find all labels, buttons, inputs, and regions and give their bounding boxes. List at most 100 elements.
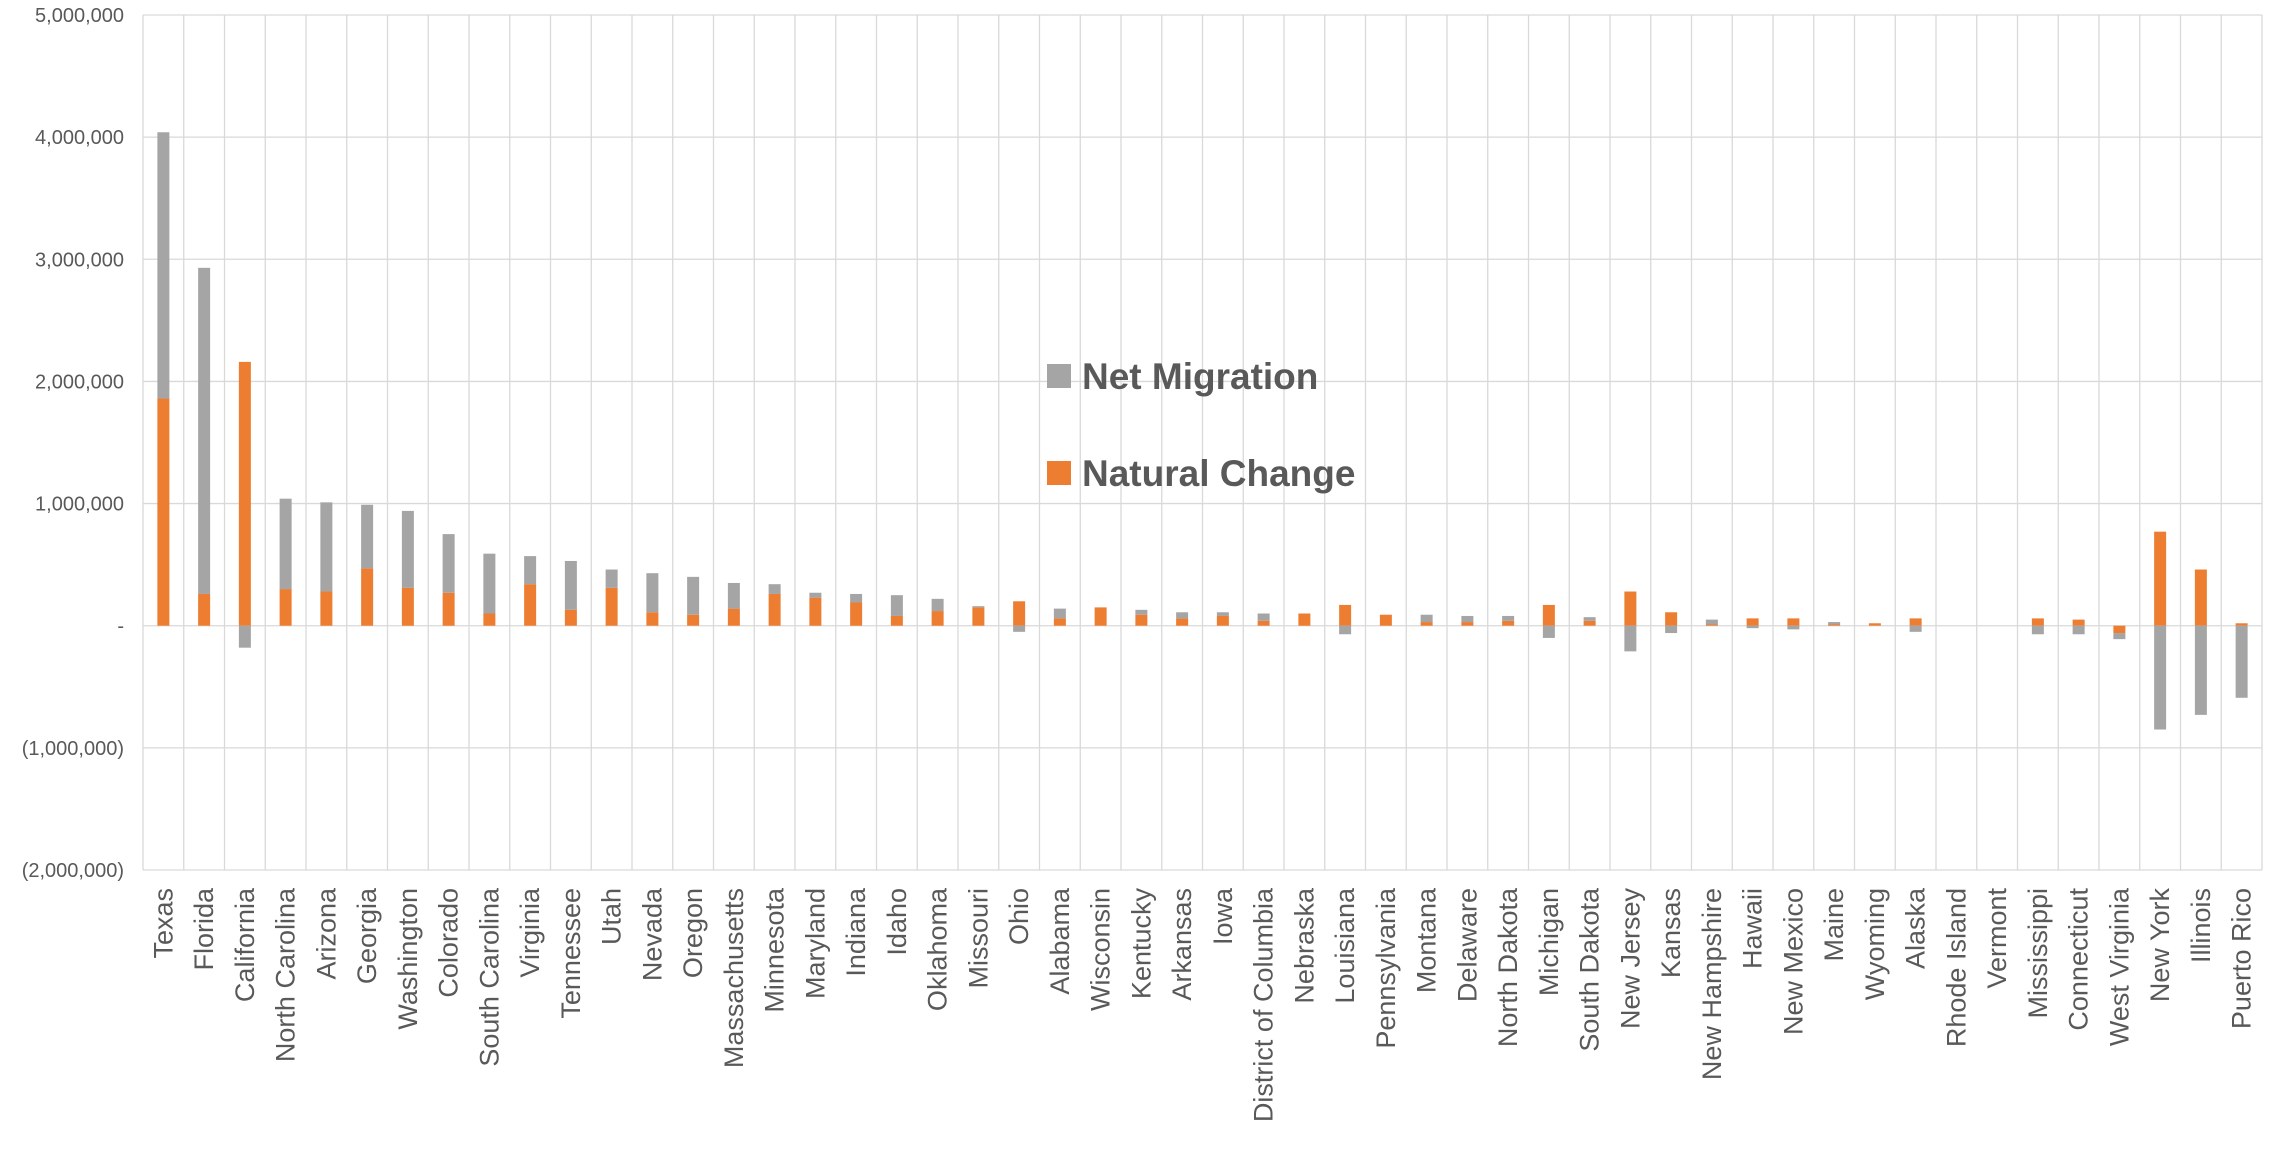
x-tick-label: Iowa <box>1208 887 1238 945</box>
bar-net-migration <box>1176 612 1189 619</box>
x-tick-label: North Dakota <box>1493 887 1523 1047</box>
bar-net-migration <box>1828 622 1841 625</box>
bar-natural-change <box>972 607 985 626</box>
bar-net-migration <box>1216 612 1229 616</box>
bar-net-migration <box>646 573 659 613</box>
y-tick-label: 1,000,000 <box>35 494 124 516</box>
x-tick-label: Idaho <box>882 888 912 956</box>
bar-natural-change <box>564 609 577 626</box>
x-tick-label: Massachusetts <box>719 888 749 1068</box>
bar-net-migration <box>972 606 985 608</box>
bar-natural-change <box>890 615 903 626</box>
bar-natural-change <box>727 608 740 626</box>
y-tick-label: 3,000,000 <box>35 249 124 271</box>
bar-net-migration <box>157 132 170 399</box>
x-tick-label: Delaware <box>1452 888 1482 1002</box>
bar-net-migration <box>1461 615 1474 623</box>
x-tick-label: District of Columbia <box>1249 887 1279 1122</box>
bar-natural-change <box>483 613 496 626</box>
x-tick-label: Pennsylvania <box>1371 887 1401 1049</box>
x-tick-label: South Dakota <box>1575 887 1605 1052</box>
y-tick-label: 4,000,000 <box>35 127 124 149</box>
x-tick-label: Nebraska <box>1289 887 1319 1004</box>
bar-net-migration <box>2031 625 2044 635</box>
bar-net-migration <box>564 560 577 610</box>
x-tick-label: Nevada <box>637 887 667 981</box>
bar-natural-change <box>1787 618 1800 626</box>
bar-natural-change <box>1053 618 1066 626</box>
x-tick-label: South Carolina <box>474 887 504 1067</box>
bar-natural-change <box>2235 623 2248 626</box>
bar-net-migration <box>2072 625 2085 635</box>
bar-net-migration <box>1746 625 1759 629</box>
bar-net-migration <box>483 553 496 614</box>
x-tick-label: Ohio <box>1004 888 1034 945</box>
y-tick-label: (1,000,000) <box>22 738 124 760</box>
bar-net-migration <box>361 504 374 569</box>
bar-natural-change <box>198 593 211 626</box>
x-tick-label: New Jersey <box>1615 888 1645 1030</box>
x-tick-label: Florida <box>189 887 219 971</box>
bar-natural-change <box>1705 624 1718 626</box>
x-tick-label: North Carolina <box>271 887 301 1062</box>
bar-net-migration <box>931 598 944 612</box>
bar-natural-change <box>605 587 618 626</box>
x-tick-label: Oklahoma <box>923 887 953 1011</box>
bar-natural-change <box>1624 591 1637 626</box>
bar-natural-change <box>1013 601 1026 626</box>
x-tick-label: New York <box>2145 888 2175 1003</box>
x-tick-label: New Mexico <box>1778 888 1808 1035</box>
bar-natural-change <box>1502 620 1515 626</box>
bar-natural-change <box>1868 623 1881 626</box>
bar-natural-change <box>1583 620 1596 626</box>
bar-natural-change <box>1420 622 1433 626</box>
bar-net-migration <box>2154 625 2167 730</box>
bar-natural-change <box>931 611 944 626</box>
legend-label-net-migration: Net Migration <box>1082 356 1318 397</box>
x-tick-label: Minnesota <box>760 887 790 1013</box>
bar-natural-change <box>361 568 374 626</box>
y-tick-label: (2,000,000) <box>22 860 124 882</box>
bar-net-migration <box>809 592 822 598</box>
bar-natural-change <box>401 587 414 626</box>
x-axis: Texas Florida California North Carolina Ariz… <box>148 887 2256 1122</box>
x-tick-label: Alabama <box>1045 887 1075 995</box>
bar-net-migration <box>1909 625 1922 632</box>
bar-natural-change <box>1542 604 1555 626</box>
x-tick-label: Kansas <box>1656 888 1686 978</box>
bar-net-migration <box>1705 619 1718 625</box>
bar-net-migration <box>2113 633 2126 640</box>
y-tick-label: 5,000,000 <box>35 5 124 27</box>
x-tick-label: Maryland <box>800 888 830 999</box>
x-tick-label: Rhode Island <box>1941 888 1971 1047</box>
bar-natural-change <box>809 597 822 626</box>
x-tick-label: Oregon <box>678 888 708 978</box>
bar-natural-change <box>1746 618 1759 626</box>
x-tick-label: Vermont <box>1982 888 2012 989</box>
x-tick-label: Mississippi <box>2023 888 2053 1019</box>
x-tick-label: Arkansas <box>1167 888 1197 1001</box>
bar-natural-change <box>1665 612 1678 626</box>
bar-net-migration <box>850 593 863 603</box>
bar-natural-change <box>850 602 863 626</box>
bar-net-migration <box>727 582 740 609</box>
bar-net-migration <box>401 510 414 588</box>
grid-layer <box>142 14 2263 871</box>
bar-net-migration <box>1624 625 1637 652</box>
x-tick-label: Indiana <box>841 887 871 977</box>
bar-natural-change <box>320 591 333 626</box>
bar-natural-change <box>2031 618 2044 626</box>
bar-net-migration <box>2194 625 2207 715</box>
x-tick-label: Virginia <box>515 887 545 978</box>
bar-natural-change <box>2194 569 2207 626</box>
bar-net-migration <box>1787 625 1800 630</box>
x-tick-label: Wisconsin <box>1086 888 1116 1011</box>
y-axis: 5,000,000 4,000,000 3,000,000 2,000,000 1,00… <box>22 5 124 882</box>
bar-net-migration <box>1339 625 1352 635</box>
bar-net-migration <box>1053 608 1066 619</box>
bar-net-migration <box>605 569 618 588</box>
bar-natural-change <box>1094 607 1107 626</box>
x-tick-label: Texas <box>148 888 178 959</box>
bar-net-migration <box>1257 613 1270 621</box>
bar-net-migration <box>1420 614 1433 623</box>
